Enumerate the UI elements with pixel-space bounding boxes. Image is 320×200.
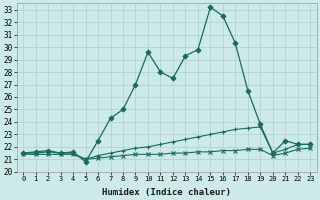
X-axis label: Humidex (Indice chaleur): Humidex (Indice chaleur) xyxy=(102,188,231,197)
